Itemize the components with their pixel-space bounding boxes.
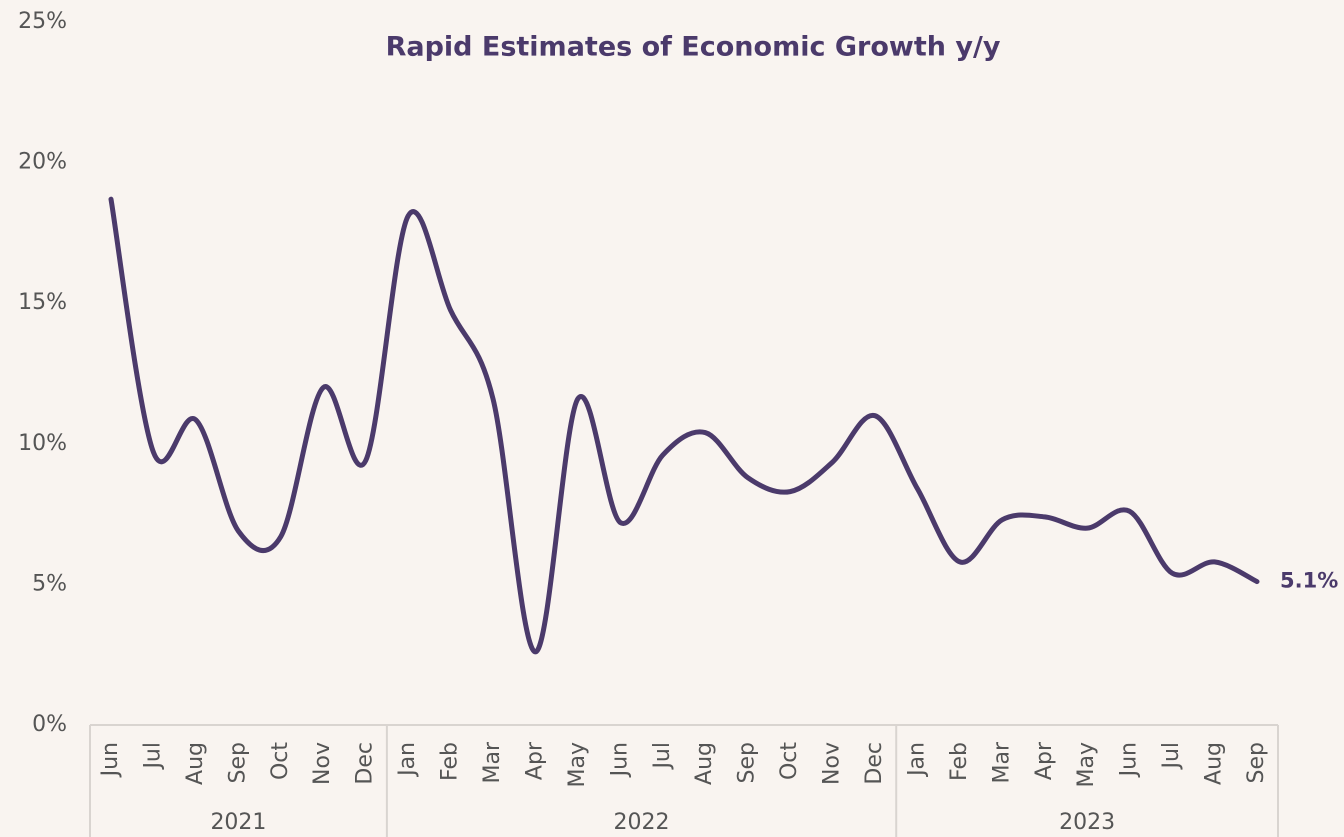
x-tick-label: May xyxy=(565,742,590,787)
year-label: 2022 xyxy=(614,810,670,835)
y-tick-label: 5% xyxy=(32,571,67,596)
chart-title: Rapid Estimates of Economic Growth y/y xyxy=(386,32,1001,63)
x-tick-label: Nov xyxy=(310,742,335,785)
x-tick-label: Apr xyxy=(1032,741,1057,780)
x-tick-label: Oct xyxy=(268,742,293,780)
y-tick-label: 0% xyxy=(32,712,67,737)
x-tick-label: Aug xyxy=(1202,742,1227,785)
x-tick-label: Oct xyxy=(777,742,802,780)
x-tick-label: Nov xyxy=(820,742,845,785)
end-label: 5.1% xyxy=(1280,569,1338,593)
x-tick-label: Jun xyxy=(98,742,123,778)
x-tick-label: Mar xyxy=(989,741,1014,783)
x-tick-label: Aug xyxy=(183,742,208,785)
x-tick-label: Jul xyxy=(650,742,675,771)
x-tick-label: Feb xyxy=(438,742,463,781)
x-tick-label: Jul xyxy=(1159,742,1184,771)
y-tick-label: 15% xyxy=(18,290,67,315)
x-tick-label: Aug xyxy=(692,742,717,785)
y-tick-label: 25% xyxy=(18,9,67,34)
x-tick-label: Mar xyxy=(480,741,505,783)
x-tick-label: Apr xyxy=(522,741,547,780)
x-tick-label: Jun xyxy=(607,742,632,778)
year-label: 2023 xyxy=(1059,810,1115,835)
x-tick-label: Dec xyxy=(862,742,887,785)
y-tick-label: 20% xyxy=(18,150,67,175)
x-tick-label: Dec xyxy=(353,742,378,785)
year-label: 2021 xyxy=(210,810,266,835)
x-tick-label: Sep xyxy=(1244,742,1269,783)
x-tick-label: May xyxy=(1074,742,1099,787)
x-tick-label: Jun xyxy=(1117,742,1142,778)
x-tick-label: Feb xyxy=(947,742,972,781)
x-tick-label: Sep xyxy=(225,742,250,783)
x-tick-label: Jan xyxy=(395,742,420,778)
x-tick-label: Jul xyxy=(140,742,165,771)
line xyxy=(108,196,1260,655)
y-tick-label: 10% xyxy=(18,431,67,456)
x-tick-label: Jan xyxy=(904,742,929,778)
x-tick-label: Sep xyxy=(735,742,760,783)
